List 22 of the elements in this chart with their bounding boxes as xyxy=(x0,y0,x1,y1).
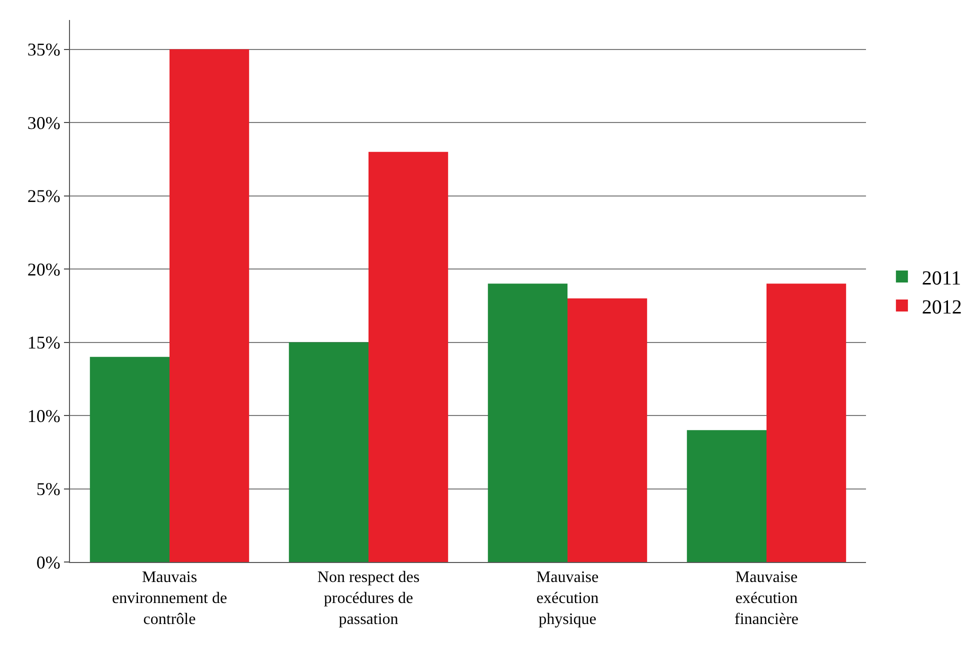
y-tick-label: 15% xyxy=(27,332,60,353)
legend-label: 2011 xyxy=(922,267,962,290)
y-tick-label: 35% xyxy=(27,40,60,60)
bar xyxy=(568,298,648,562)
bar xyxy=(90,356,170,562)
y-tick-label: 25% xyxy=(27,186,60,206)
bar xyxy=(766,284,846,562)
bar xyxy=(288,342,368,562)
x-tick-label: Mauvaise exécution financière xyxy=(734,569,798,628)
y-tick-label: 5% xyxy=(36,479,60,500)
x-tick-label: Non respect des procédures de passation xyxy=(317,569,420,628)
bar xyxy=(368,152,448,562)
x-tick-label: Mauvais environnement de contrôle xyxy=(112,569,228,628)
y-tick-label: 10% xyxy=(27,406,60,426)
bar xyxy=(686,430,766,562)
bar xyxy=(488,284,568,562)
x-tick-label: Mauvaise exécution physique xyxy=(536,569,599,628)
legend-label: 2012 xyxy=(922,296,962,318)
bar xyxy=(170,49,250,562)
y-tick-label: 0% xyxy=(36,552,60,572)
y-tick-label: 20% xyxy=(27,259,60,280)
y-tick-label: 30% xyxy=(27,112,60,133)
